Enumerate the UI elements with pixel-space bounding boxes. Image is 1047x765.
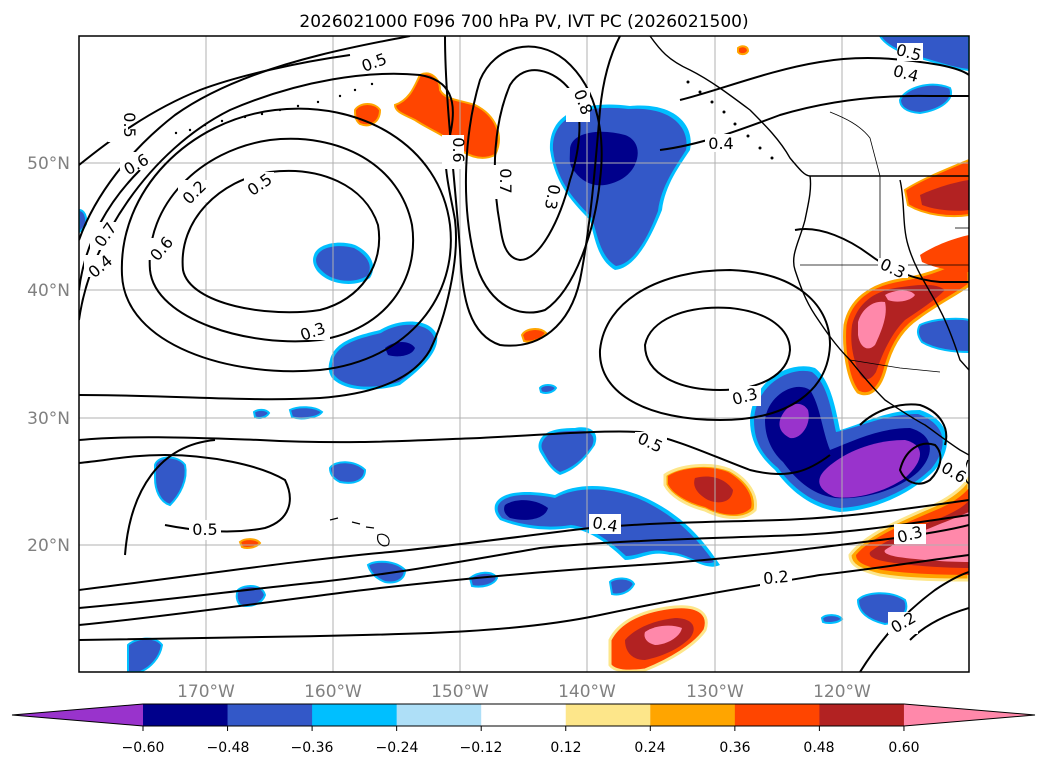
lat-label: 20°N [27, 536, 70, 556]
colorbar-extend-max [903, 704, 1035, 726]
contour-label: 0.3 [536, 180, 564, 214]
positive-blob-california [843, 158, 969, 396]
latitude-labels: 50°N 40°N 30°N 20°N [27, 154, 70, 556]
contour-label: 0.5 [894, 40, 924, 65]
plot-area [79, 36, 969, 672]
colorbar-tick: −0.60 [122, 740, 165, 756]
longitude-labels: 170°W 160°W 150°W 140°W 130°W 120°W [177, 682, 871, 702]
contour-label: 0.7 [489, 165, 515, 199]
colorbar-tick: −0.12 [460, 740, 503, 756]
colorbar [11, 703, 1036, 731]
colorbar-segment [819, 704, 905, 726]
contour-label: 0.5 [108, 108, 139, 142]
contour-label: 0.7 [90, 219, 121, 251]
lat-label: 30°N [27, 409, 70, 429]
svg-text:0.3: 0.3 [541, 183, 564, 211]
colorbar-tick: 0.12 [550, 740, 581, 756]
svg-text:0.4: 0.4 [591, 513, 619, 536]
pv-contours [79, 36, 969, 672]
lon-label: 120°W [813, 682, 871, 702]
lon-label: 150°W [431, 682, 489, 702]
contour-label: 0.2 [760, 567, 792, 588]
contour-label: 0.2 [887, 608, 919, 637]
contour-label: 0.4 [891, 61, 923, 86]
contour-label: 0.5 [189, 520, 221, 540]
contour-label: 0.3 [729, 384, 761, 409]
colorbar-segment [396, 704, 482, 726]
contour-label: 0.3 [894, 522, 926, 547]
colorbar-segment [312, 704, 398, 726]
contour-label: 0.3 [877, 254, 908, 282]
colorbar-segment [734, 704, 820, 726]
contour-label: 0.4 [589, 513, 621, 536]
colorbar-tick-labels: −0.60 −0.48 −0.36 −0.24 −0.12 0.12 0.24 … [122, 740, 920, 756]
contour-label: 0.6 [442, 135, 468, 169]
colorbar-tick: 0.36 [719, 740, 750, 756]
lat-label: 40°N [27, 281, 70, 301]
colorbar-tick: 0.60 [888, 740, 919, 756]
svg-text:0.5: 0.5 [120, 112, 139, 137]
colorbar-segment [650, 704, 736, 726]
colorbar-segment [565, 704, 651, 726]
colorbar-segment [481, 704, 567, 726]
svg-text:0.6: 0.6 [449, 137, 468, 162]
pv-shading [79, 36, 969, 672]
colorbar-tick: −0.24 [376, 740, 419, 756]
colorbar-tick: −0.48 [207, 740, 250, 756]
lat-label: 50°N [27, 154, 70, 174]
svg-text:0.7: 0.7 [496, 168, 515, 193]
colorbar-tick: 0.24 [634, 740, 665, 756]
contour-label: 0.4 [84, 251, 116, 282]
borders [800, 111, 969, 373]
lon-label: 130°W [686, 682, 744, 702]
colorbar-tick: −0.36 [291, 740, 334, 756]
svg-text:0.2: 0.2 [762, 567, 789, 588]
lon-label: 140°W [558, 682, 616, 702]
contour-label: 0.5 [359, 49, 390, 76]
hawaii-islands [329, 517, 390, 547]
lon-label: 160°W [304, 682, 362, 702]
colorbar-extend-min [12, 704, 143, 726]
map-title: 2026021000 F096 700 hPa PV, IVT PC (2026… [299, 12, 748, 32]
colorbar-tick: 0.48 [803, 740, 834, 756]
negative-blob-east [750, 366, 947, 512]
colorbar-segment [143, 704, 229, 726]
svg-text:0.4: 0.4 [708, 134, 733, 153]
contour-labels: 0.5 0.4 0.5 0.6 0.5 0.7 0.4 0.6 0.2 0.5 … [84, 40, 969, 637]
positive-blob-center [663, 464, 758, 519]
contour-label: 0.5 [635, 429, 667, 457]
contour-label: 0.2 [178, 177, 210, 208]
lon-label: 170°W [177, 682, 235, 702]
plot-frame [78, 35, 970, 673]
contour-label: 0.4 [705, 134, 737, 153]
contour-label: 0.8 [566, 87, 596, 122]
colorbar-segment [227, 704, 313, 726]
positive-blob-south [608, 605, 708, 672]
contour-label: 0.6 [146, 233, 177, 265]
svg-text:0.5: 0.5 [192, 520, 217, 539]
